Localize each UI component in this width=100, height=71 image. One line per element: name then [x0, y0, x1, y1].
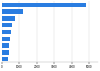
- Bar: [2, 23, 12, 27]
- Bar: [2, 50, 9, 55]
- Bar: [2, 9, 23, 14]
- Bar: [2, 36, 10, 41]
- Bar: [2, 16, 15, 21]
- Bar: [2, 57, 8, 61]
- Bar: [2, 3, 86, 7]
- Bar: [2, 43, 9, 48]
- Bar: [2, 30, 11, 34]
